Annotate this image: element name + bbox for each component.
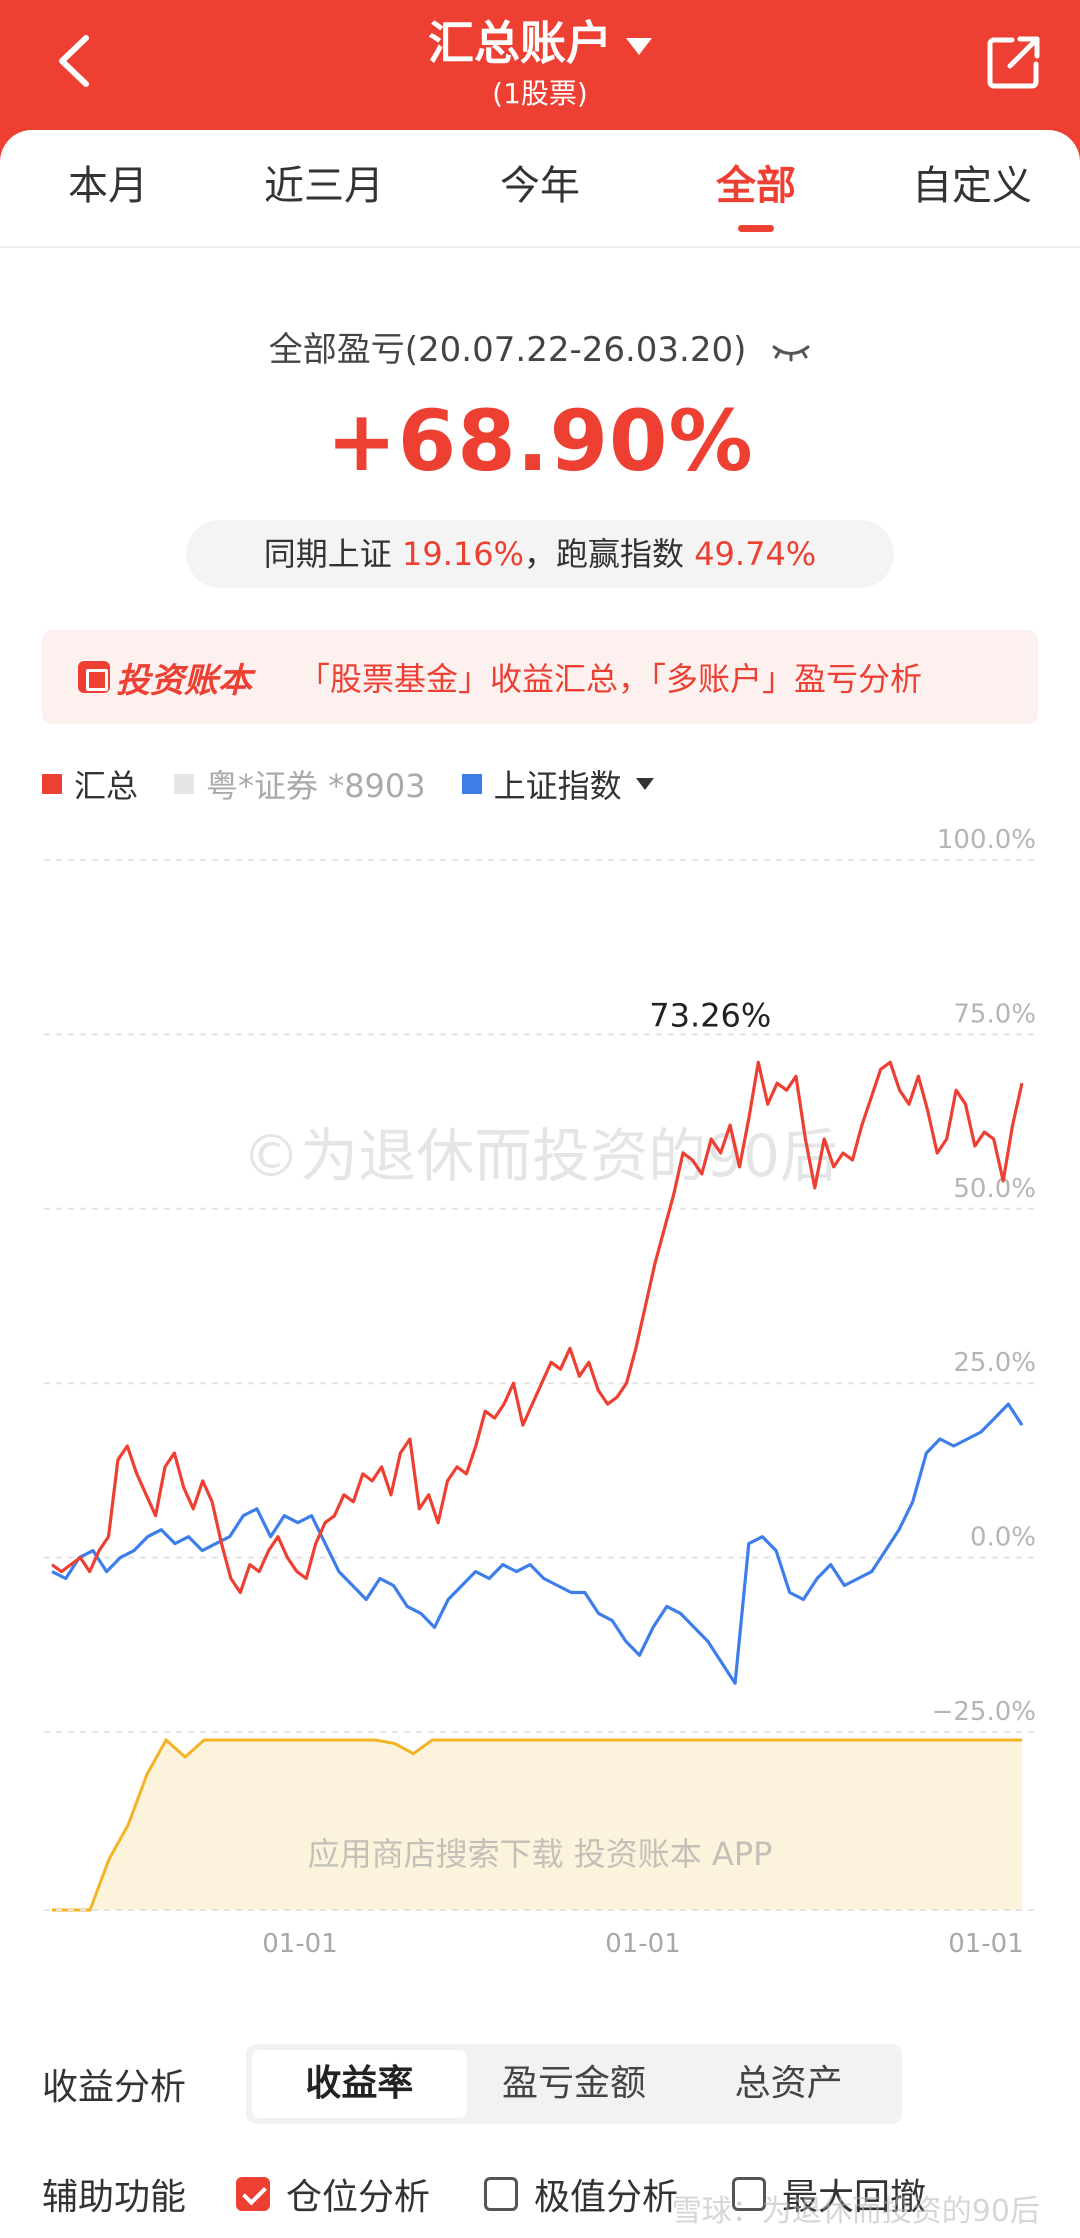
back-arrow-icon[interactable]	[48, 26, 108, 96]
seg-total-assets[interactable]: 总资产	[734, 2063, 843, 2104]
promo-banner[interactable]: 投资账本 「股票基金」收益汇总，「多账户」盈亏分析	[42, 630, 1038, 724]
beat-index-return: 49.74%	[694, 535, 817, 573]
tab-custom[interactable]: 自定义	[912, 163, 1032, 209]
promo-text: 「股票基金」收益汇总，「多账户」盈亏分析	[298, 660, 923, 698]
y-tick-label: 100.0%	[937, 825, 1036, 855]
checkbox-icon[interactable]	[484, 2177, 519, 2211]
checkbox-checked-icon[interactable]	[236, 2177, 270, 2211]
seg-return-rate[interactable]: 收益率	[252, 2050, 467, 2118]
period-tabs: 本月 近三月 今年 全部 自定义	[0, 130, 1080, 248]
aux-max-drawdown[interactable]: 最大回撤	[732, 2168, 926, 2220]
watermark-text: ©为退休而投资的90后	[242, 1122, 838, 1190]
x-tick-label: 01-01	[948, 1929, 1024, 1959]
aux-position-analysis[interactable]: 仓位分析	[236, 2168, 430, 2220]
y-tick-label: 25.0%	[953, 1348, 1036, 1378]
profit-period-label: 全部盈亏(20.07.22-26.03.20)	[0, 322, 1080, 371]
index-compare-pill: 同期上证 19.16%，跑赢指数 49.74%	[186, 520, 894, 588]
tab-active-indicator	[738, 225, 774, 232]
app-logo: 投资账本	[78, 653, 252, 702]
x-tick-label: 01-01	[262, 1929, 338, 1959]
x-tick-label: 01-01	[605, 1929, 681, 1959]
share-icon[interactable]	[986, 34, 1042, 90]
aux-label: 辅助功能	[42, 2177, 187, 2218]
legend-swatch	[461, 774, 482, 794]
tab-last-three-months[interactable]: 近三月	[264, 163, 384, 209]
checkbox-icon[interactable]	[732, 2177, 767, 2211]
y-tick-label: 50.0%	[953, 1174, 1036, 1204]
legend-item-account[interactable]: 粤*证券 *8903	[174, 761, 426, 807]
dropdown-caret-icon	[626, 37, 652, 55]
page-subtitle: (1股票)	[492, 77, 588, 110]
analysis-label: 收益分析	[42, 2067, 187, 2108]
index-series-line	[51, 1402, 1024, 1685]
legend-swatch	[42, 774, 62, 794]
seg-profit-amount[interactable]: 盈亏金额	[502, 2063, 647, 2104]
index-dropdown-caret-icon	[635, 778, 654, 790]
app-ad-watermark: 应用商店搜索下载 投资账本 APP	[308, 1835, 773, 1873]
tab-all[interactable]: 全部	[648, 130, 864, 246]
position-series-line	[52, 1737, 1022, 1912]
analysis-segmented-control: 收益率 盈亏金额 总资产	[246, 2044, 902, 2124]
footer-watermark: 雪球：为退休而投资的90后	[671, 2194, 1040, 2229]
y-tick-label: −25.0%	[932, 1697, 1036, 1727]
index-return: 19.16%	[401, 535, 524, 573]
legend-item-index[interactable]: 上证指数	[461, 761, 654, 807]
aux-options: 仓位分析 极值分析 最大回撤	[236, 2168, 980, 2220]
peak-value-label: 73.26%	[649, 996, 771, 1034]
tab-this-year[interactable]: 今年	[500, 163, 580, 209]
total-profit-percent: +68.90%	[326, 392, 754, 490]
position-area-fill	[52, 1740, 1022, 1910]
ledger-logo-icon	[78, 661, 110, 693]
legend-swatch	[174, 774, 195, 794]
tab-this-month[interactable]: 本月	[68, 163, 148, 209]
total-series-line	[51, 1060, 1024, 1595]
account-selector[interactable]: 汇总账户	[428, 12, 652, 74]
y-tick-label: 75.0%	[953, 999, 1036, 1029]
y-tick-label: 0.0%	[970, 1523, 1036, 1553]
aux-extreme-analysis[interactable]: 极值分析	[484, 2168, 678, 2220]
header-title-wrap: 汇总账户 (1股票)	[0, 12, 1080, 112]
hide-amount-eye-icon[interactable]	[771, 342, 811, 362]
legend-item-total[interactable]: 汇总	[42, 761, 138, 807]
return-chart[interactable]: 100.0% 75.0% 50.0% 25.0% 0.0% −25.0% ©为退休而投资的9…	[0, 820, 1080, 1990]
page-title: 汇总账户	[428, 16, 612, 70]
chart-legend: 汇总 粤*证券 *8903 上证指数	[42, 762, 690, 806]
